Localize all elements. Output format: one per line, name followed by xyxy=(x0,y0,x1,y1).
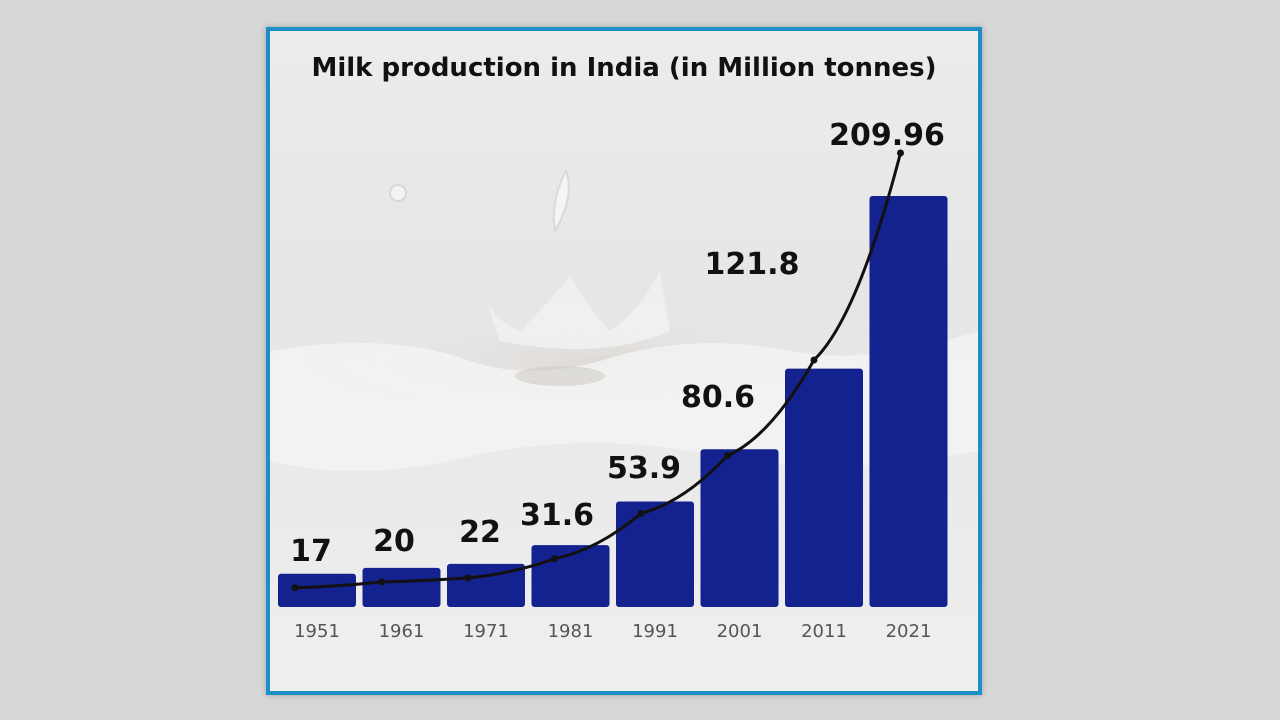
trend-point-1991 xyxy=(637,510,645,518)
trend-point-1981 xyxy=(551,555,558,563)
bar-1971 xyxy=(447,563,525,607)
bar-2021 xyxy=(869,196,948,607)
bar-1991 xyxy=(616,501,694,607)
x-axis-ticks: 1951 1961 1971 1981 1991 2001 2011 2021 xyxy=(294,621,931,642)
value-label-2021: 209.96 xyxy=(829,118,945,153)
value-labels-layer: 17 20 22 31.6 53.9 80.6 121.8 209.96 xyxy=(290,118,945,569)
trend-point-1951 xyxy=(291,584,299,592)
x-tick-2021: 2021 xyxy=(886,621,932,642)
bar-2011 xyxy=(785,368,863,607)
chart-card: Milk production in India (in Million ton… xyxy=(266,27,982,695)
x-tick-2011: 2011 xyxy=(801,621,847,642)
trend-point-1961 xyxy=(378,578,385,586)
bars-layer xyxy=(278,196,948,607)
trend-point-2001 xyxy=(724,452,731,460)
value-label-2001: 80.6 xyxy=(681,380,755,415)
bar-2001 xyxy=(700,449,779,607)
x-tick-1991: 1991 xyxy=(632,621,678,642)
value-label-1961: 20 xyxy=(373,524,415,559)
value-label-1971: 22 xyxy=(459,515,501,550)
trend-line xyxy=(294,152,902,590)
x-tick-1981: 1981 xyxy=(548,621,594,642)
trend-point-2021 xyxy=(897,149,904,157)
bar-1951 xyxy=(278,573,356,607)
value-label-2011: 121.8 xyxy=(705,247,800,282)
bar-1961 xyxy=(362,567,441,607)
value-label-1951: 17 xyxy=(290,534,332,569)
trend-point-2011 xyxy=(810,356,818,364)
milk-production-chart: Milk production in India (in Million ton… xyxy=(270,53,978,642)
x-tick-2001: 2001 xyxy=(717,621,763,642)
value-label-1981: 31.6 xyxy=(520,498,594,533)
x-tick-1951: 1951 xyxy=(294,621,340,642)
x-tick-1971: 1971 xyxy=(463,621,509,642)
chart-title: Milk production in India (in Million ton… xyxy=(311,53,936,83)
trend-line-layer xyxy=(291,149,904,592)
value-label-1991: 53.9 xyxy=(607,451,681,486)
trend-point-1971 xyxy=(464,574,472,582)
x-tick-1961: 1961 xyxy=(379,621,425,642)
